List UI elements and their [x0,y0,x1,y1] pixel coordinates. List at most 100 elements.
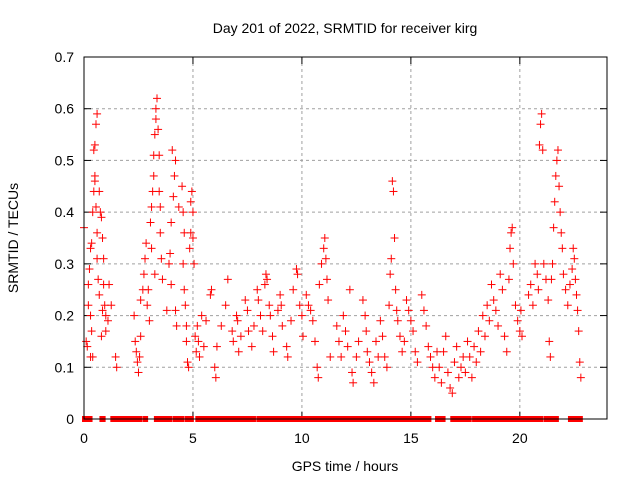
data-point [507,228,516,237]
data-point [552,156,561,165]
data-point [210,363,219,372]
data-point [450,358,459,367]
data-point [411,347,420,356]
data-point [391,285,400,294]
data-point [441,332,450,341]
data-point [211,373,220,382]
data-point [256,311,265,320]
data-point [548,259,557,268]
data-point [167,280,176,289]
data-point [178,182,187,191]
x-axis-title: GPS time / hours [292,458,399,474]
data-point [348,368,357,377]
data-point [422,321,431,330]
data-point [191,332,200,341]
data-point [212,342,221,351]
data-point [232,311,241,320]
data-point [292,265,301,274]
data-point [551,171,560,180]
data-point [85,265,94,274]
data-point [241,296,250,305]
data-point [182,321,191,330]
data-point [555,182,564,191]
data-point [88,208,97,217]
data-point [86,244,95,253]
data-point [171,306,180,315]
data-point [135,352,144,361]
data-point [478,311,487,320]
data-point [96,208,105,217]
data-point [186,197,195,206]
y-tick-label: 0.7 [55,49,75,65]
data-point [515,327,524,336]
data-point [153,94,162,103]
data-point [268,332,277,341]
data-point [87,327,96,336]
data-point [317,259,326,268]
data-point [195,352,204,361]
data-point [380,352,389,361]
data-point [295,301,304,310]
y-tick-label: 0.6 [55,101,75,117]
data-point [390,234,399,242]
data-point [549,223,558,232]
data-point [143,301,152,310]
data-point [561,285,570,294]
data-point [485,316,494,325]
data-point [86,311,95,320]
y-tick-label: 0.2 [55,308,75,324]
data-point [400,337,409,346]
data-point [500,332,509,341]
data-point [86,352,95,361]
data-point [131,337,140,346]
data-point [417,290,426,299]
data-point [101,311,110,320]
data-point [426,352,435,361]
data-point [199,342,208,351]
data-point [293,270,302,279]
data-point [170,171,179,180]
y-tick-label: 0 [66,411,74,427]
data-point [553,146,562,155]
data-point [362,327,371,336]
data-point [141,254,150,263]
data-point [185,244,194,253]
x-tick-label: 0 [80,430,88,446]
data-point [454,373,463,382]
data-point [402,296,411,305]
data-point [157,254,166,263]
y-tick-label: 0.5 [55,152,75,168]
data-point [266,311,275,320]
data-point [545,337,554,346]
data-point [103,316,112,325]
data-point [547,275,556,284]
data-point [182,337,191,346]
y-axis-title: SRMTID / TECUs [5,183,21,293]
data-point [261,270,270,279]
data-point [95,187,104,196]
data-point [324,296,333,305]
data-point [144,285,153,294]
data-point [343,342,352,351]
data-point [568,265,577,274]
data-point [563,301,572,310]
data-point [155,151,164,160]
data-point [393,316,402,325]
data-point [254,296,263,305]
data-point [150,130,159,139]
data-point [89,146,98,155]
data-point [538,146,547,155]
data-point [194,337,203,346]
data-point [476,347,485,356]
data-point [289,285,298,294]
data-point [572,290,581,299]
data-point [367,368,376,377]
data-point [573,306,582,315]
data-point [142,239,151,248]
data-point [146,218,155,227]
data-point [487,280,496,289]
y-tick-label: 0.4 [55,204,75,220]
data-point [84,280,93,289]
data-point [297,311,306,320]
data-point [569,244,578,253]
